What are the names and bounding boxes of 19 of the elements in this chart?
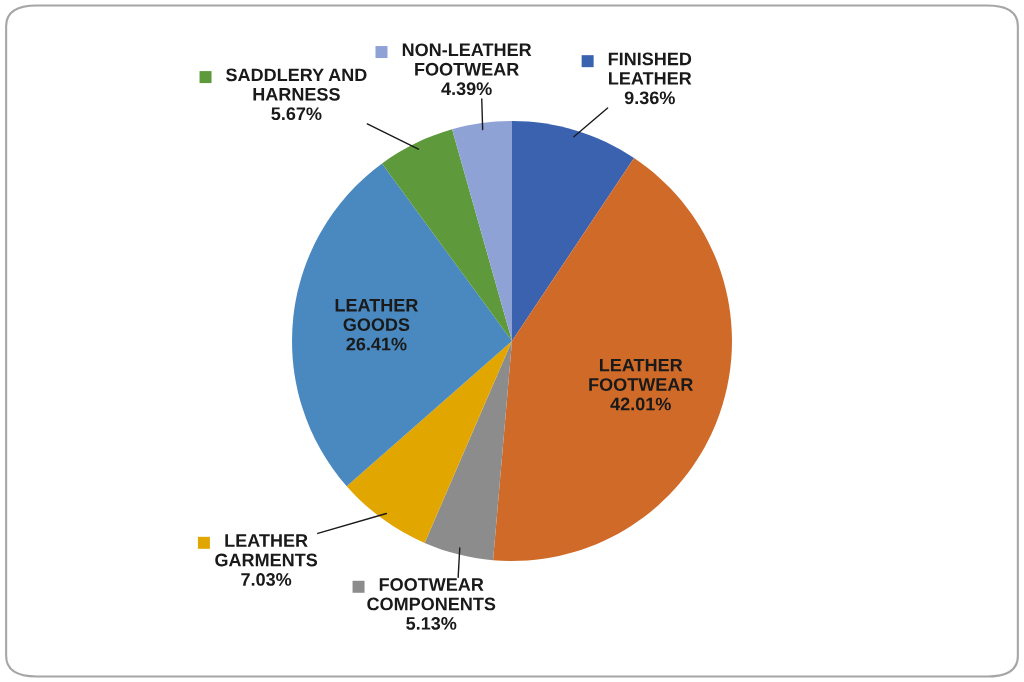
slice-label: LEATHER FOOTWEAR (589, 358, 694, 391)
data-label: 4.39% (441, 82, 492, 96)
pie-slice (452, 121, 512, 341)
slice-label: LEATHER GOODS (335, 298, 419, 332)
legend-label: SADDLERY AND HARNESS (226, 68, 367, 101)
data-label: 7.03% (241, 573, 292, 586)
pie-slice (512, 121, 635, 341)
data-label: 9.36% (624, 91, 675, 105)
legend-label: LEATHER GARMENTS (215, 534, 318, 567)
legend-label: FOOTWEAR COMPONENTS (367, 578, 496, 611)
data-label: 5.13% (406, 617, 457, 630)
pie-slice (292, 163, 512, 487)
pie-slice (424, 341, 512, 561)
data-label: 42.01% (610, 397, 671, 411)
legend-label: FINISHED LEATHER (608, 52, 692, 85)
pie-slice (493, 157, 732, 561)
data-label: 5.67% (271, 107, 322, 121)
legend-label: NON-LEATHER FOOTWEAR (402, 43, 532, 76)
data-label: 26.41% (346, 337, 407, 351)
